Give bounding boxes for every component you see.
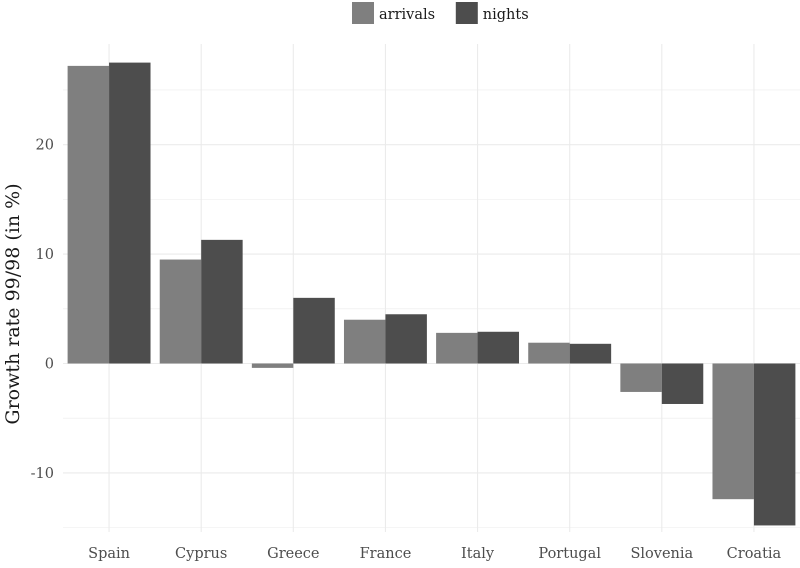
y-axis-title: Growth rate 99/98 (in %) bbox=[2, 183, 24, 424]
y-axis-ticks: -10 0 10 20 bbox=[31, 138, 54, 482]
bar-arrivals-croatia bbox=[712, 363, 754, 500]
bar-arrivals-cyprus bbox=[159, 259, 202, 364]
bar-arrivals-france bbox=[343, 319, 386, 364]
bar-nights-greece bbox=[293, 297, 335, 364]
bar-nights-italy bbox=[477, 331, 520, 364]
y-tick-label: 10 bbox=[36, 247, 54, 263]
bar-nights-croatia bbox=[753, 363, 796, 526]
bar-nights-france bbox=[385, 314, 427, 364]
legend-key-arrivals bbox=[352, 2, 374, 24]
x-tick-label: Spain bbox=[88, 546, 130, 562]
x-axis-ticks: Spain Cyprus Greece France Italy Portugal Slov… bbox=[88, 546, 781, 562]
bar-nights-slovenia bbox=[661, 363, 704, 404]
x-tick-label: Slovenia bbox=[630, 546, 693, 562]
bar-arrivals-slovenia bbox=[620, 363, 662, 392]
bar-arrivals-italy bbox=[436, 332, 478, 364]
x-tick-label: France bbox=[360, 546, 412, 562]
y-tick-label: 0 bbox=[45, 356, 54, 372]
x-tick-label: Italy bbox=[461, 546, 495, 562]
x-tick-label: Cyprus bbox=[175, 546, 227, 562]
bar-nights-cyprus bbox=[201, 239, 243, 364]
legend-label-nights: nights bbox=[483, 7, 529, 23]
x-tick-label: Greece bbox=[267, 546, 319, 562]
x-tick-label: Portugal bbox=[538, 546, 601, 562]
bar-arrivals-spain bbox=[67, 65, 110, 364]
legend: arrivals nights bbox=[352, 2, 529, 24]
bar-nights-portugal bbox=[569, 343, 612, 364]
bar-nights-spain bbox=[109, 62, 151, 364]
y-tick-label: -10 bbox=[31, 466, 54, 482]
x-tick-label: Croatia bbox=[727, 546, 782, 562]
bars bbox=[67, 62, 796, 526]
bar-arrivals-portugal bbox=[528, 342, 570, 364]
y-tick-label: 20 bbox=[36, 138, 54, 154]
bar-arrivals-greece bbox=[251, 363, 294, 368]
legend-label-arrivals: arrivals bbox=[379, 7, 435, 23]
legend-key-nights bbox=[455, 2, 478, 24]
